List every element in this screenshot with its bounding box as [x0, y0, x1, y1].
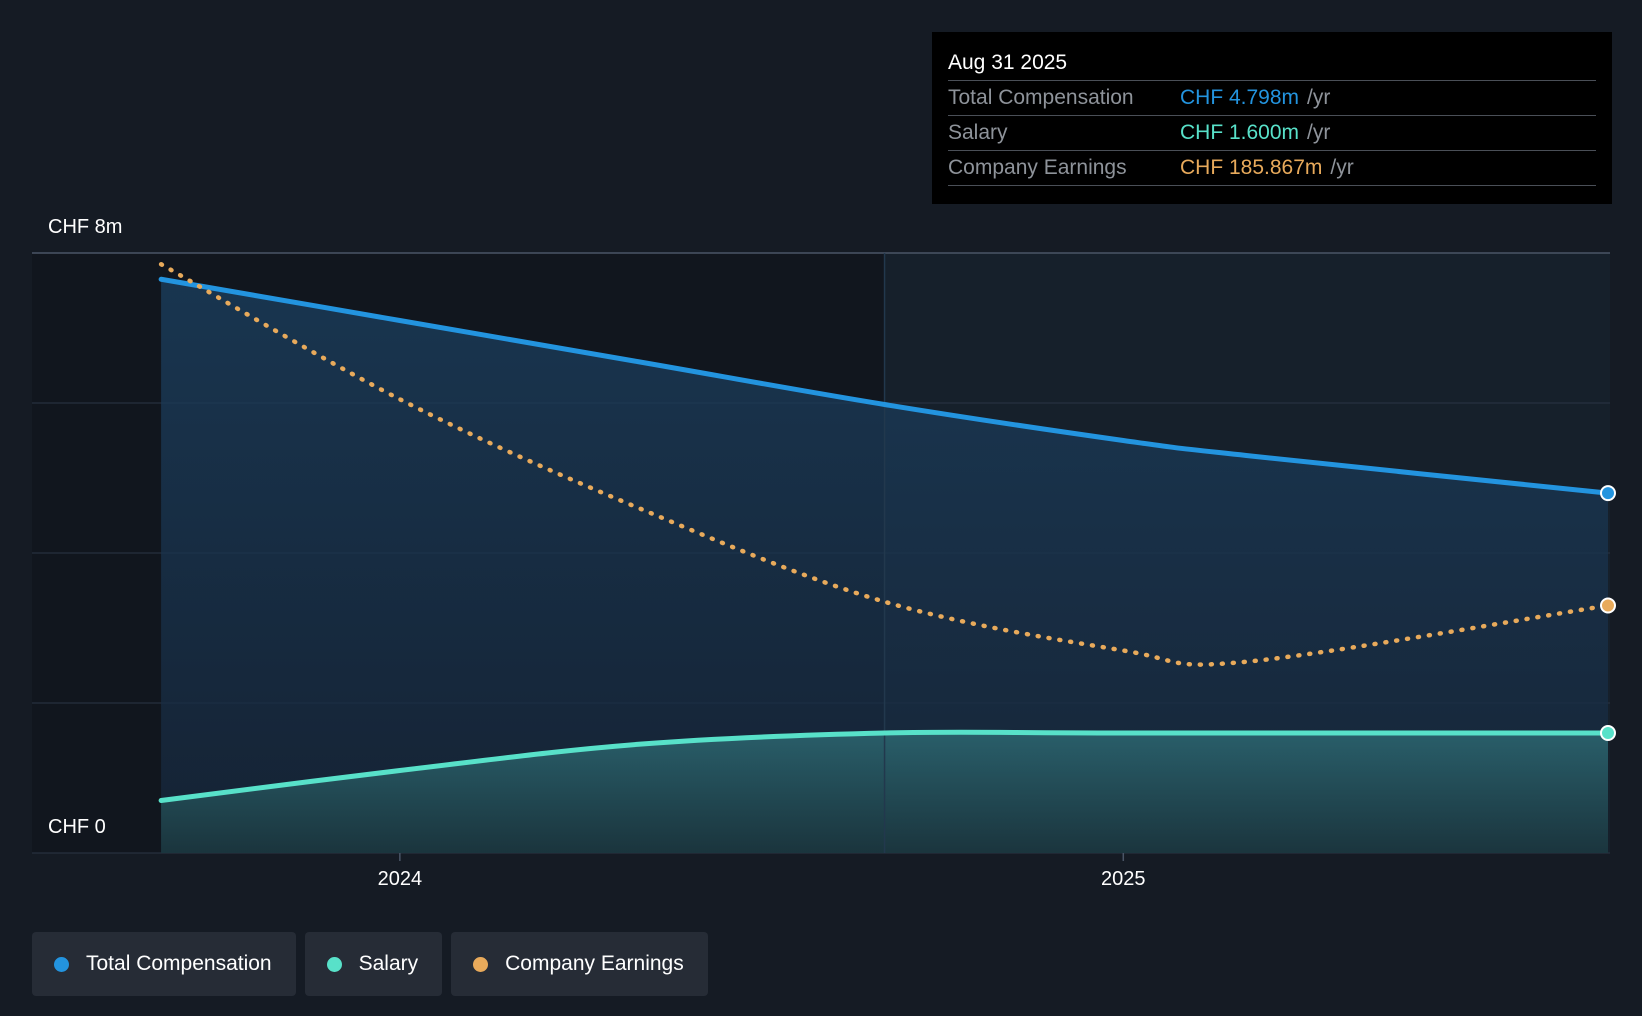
tooltip-row-unit: /yr	[1307, 86, 1331, 109]
legend-dot-icon	[54, 956, 69, 972]
tooltip-row-unit: /yr	[1307, 121, 1331, 144]
legend-item-company-earnings[interactable]: Company Earnings	[451, 932, 708, 996]
tooltip-row-value: CHF 185.867m	[1180, 156, 1323, 179]
company-earnings-line	[158, 262, 1611, 667]
legend-dot-icon	[473, 956, 489, 972]
company-earnings-end-point	[1600, 597, 1616, 614]
tooltip-row-salary: Salary CHF 1.600m /yr	[948, 115, 1596, 150]
legend-item-salary[interactable]: Salary	[304, 932, 443, 996]
x-axis-tick-label: 2024	[378, 868, 423, 890]
total-compensation-end-point	[1600, 485, 1616, 502]
legend-label: Salary	[358, 952, 419, 975]
tooltip-row-total-compensation: Total Compensation CHF 4.798m /yr	[948, 80, 1596, 115]
legend-label: Total Compensation	[86, 952, 272, 975]
tooltip-row-value: CHF 4.798m	[1180, 86, 1300, 109]
legend: Total Compensation Salary Company Earnin…	[32, 932, 708, 996]
salary-line	[158, 729, 1611, 803]
tooltip-row-value: CHF 1.600m	[1180, 121, 1300, 144]
tooltip: Aug 31 2025 Total Compensation CHF 4.798…	[932, 32, 1612, 204]
legend-item-total-compensation[interactable]: Total Compensation	[32, 932, 296, 996]
legend-label: Company Earnings	[505, 952, 684, 975]
tooltip-row-label: Total Compensation	[948, 86, 1134, 109]
tooltip-row-label: Salary	[948, 121, 1008, 144]
legend-dot-icon	[326, 956, 342, 972]
x-axis-tick-label: 2025	[1101, 868, 1146, 890]
y-axis-bottom-label: CHF 0	[48, 816, 106, 838]
total-compensation-line	[158, 276, 1611, 496]
salary-end-point	[1600, 725, 1616, 741]
tooltip-row-company-earnings: Company Earnings CHF 185.867m /yr	[948, 150, 1596, 186]
tooltip-date: Aug 31 2025	[948, 51, 1068, 74]
tooltip-row-label: Company Earnings	[948, 156, 1127, 179]
y-axis-top-label: CHF 8m	[48, 216, 123, 238]
tooltip-row-unit: /yr	[1330, 156, 1354, 179]
